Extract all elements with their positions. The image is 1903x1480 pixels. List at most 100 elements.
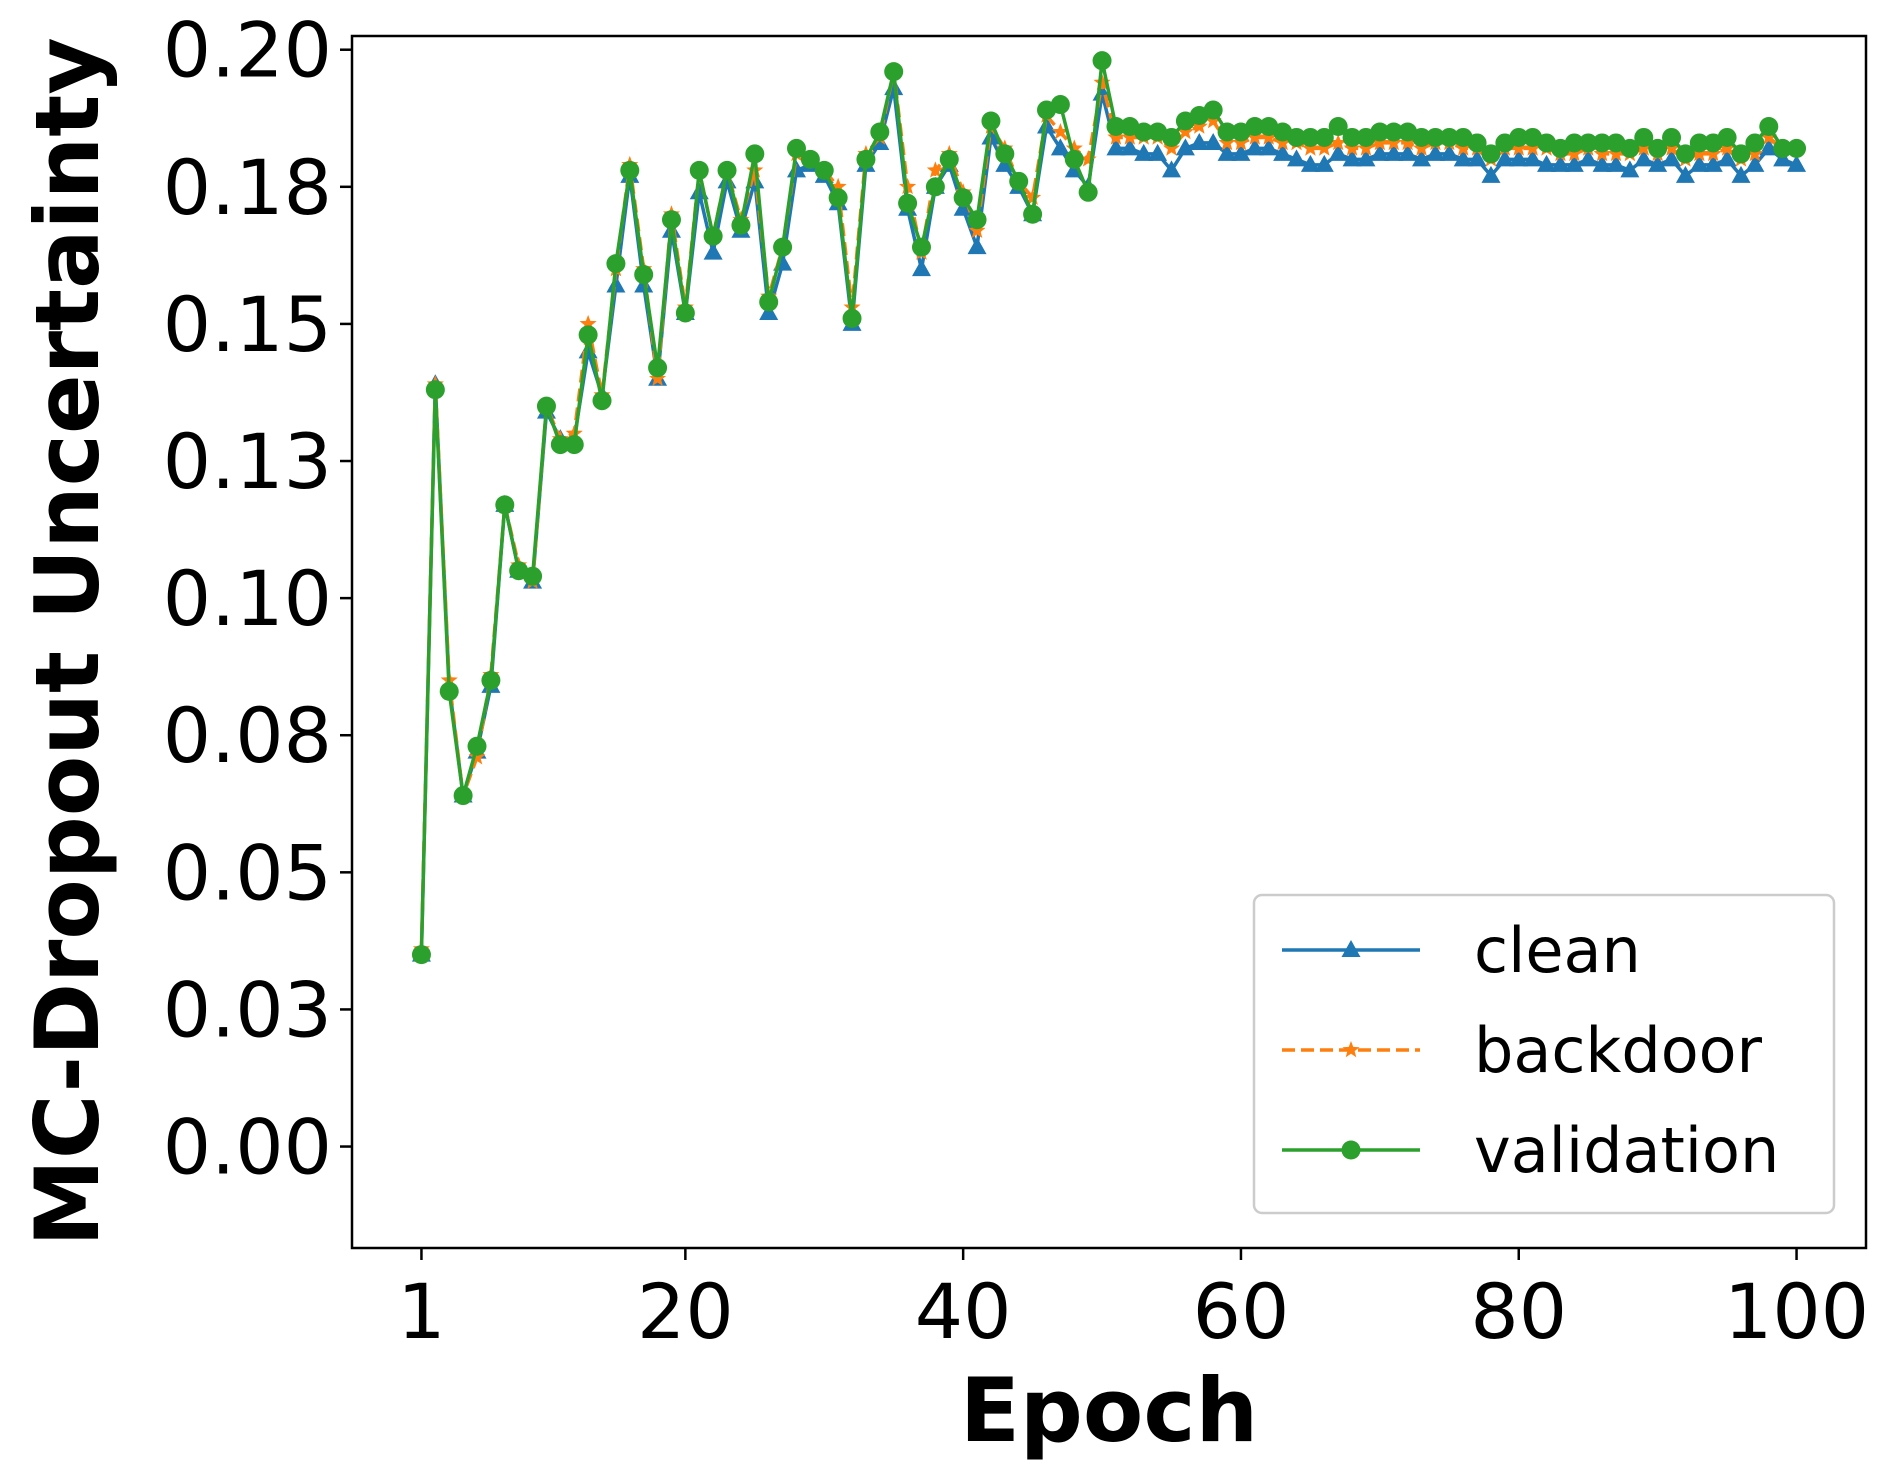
legend-entries: clean backdoor validation [1282,914,1779,1187]
data-point-validation [1620,138,1640,158]
data-point-backdoor [468,748,486,765]
y-axis-title: MC-Dropout Uncertainty [16,37,119,1246]
data-point-backdoor [1524,139,1542,156]
data-point-clean [1217,143,1237,161]
data-point-backdoor [1607,144,1625,162]
data-point-clean [1481,165,1501,183]
data-point-backdoor [1232,133,1250,151]
x-tick-label: 60 [1193,1267,1290,1356]
series-layer [411,51,1807,965]
data-point-clean [967,237,987,255]
data-point-backdoor [1662,139,1681,156]
data-point-clean [1689,154,1709,172]
legend-item-backdoor: backdoor [1282,1014,1763,1087]
data-point-clean [1620,160,1640,178]
data-point-backdoor [1329,133,1347,151]
y-tick-label: 0.20 [163,6,332,95]
data-point-validation [814,160,834,180]
data-point-backdoor [1301,139,1319,156]
y-tick-label: 0.13 [163,417,332,506]
x-axis-title: Epoch [960,1359,1258,1462]
data-point-clean [1564,154,1584,172]
data-point-clean [1203,132,1223,150]
data-point-validation [800,149,820,169]
data-point-clean [1314,154,1334,172]
data-point-validation [1731,144,1751,164]
data-point-backdoor [1260,128,1278,145]
data-point-backdoor [1454,139,1472,156]
data-point-clean [1745,154,1765,172]
data-point-validation [1745,133,1765,153]
data-point-validation [759,292,779,312]
data-point-validation [536,396,556,416]
data-point-validation [481,670,501,690]
series-validation [411,51,1807,965]
data-point-clean [1189,132,1209,150]
data-point-validation [773,237,793,257]
data-point-clean [1342,149,1362,167]
data-point-validation [1467,133,1487,153]
data-point-validation [1787,138,1807,158]
data-point-validation [620,160,640,180]
data-point-validation [564,435,584,455]
x-tick-label: 1 [397,1267,445,1356]
data-point-backdoor [1371,133,1389,151]
data-point-clean [1675,165,1695,183]
legend: clean backdoor validation [1252,893,1836,1215]
data-point-backdoor [1315,139,1333,156]
data-point-validation [1689,133,1709,153]
data-point-backdoor [1051,122,1069,140]
data-point-validation [1481,144,1501,164]
data-point-validation [1023,204,1043,224]
data-point-validation [495,495,515,515]
data-point-clean [1592,154,1612,172]
data-point-validation [1592,133,1612,153]
data-point-backdoor [1704,144,1722,162]
plot-frame [350,34,1868,1250]
data-point-clean [1634,149,1654,167]
data-point-validation [1328,116,1348,136]
y-tick-label: 0.15 [163,280,332,369]
data-point-validation [1509,127,1529,147]
data-point-validation [856,149,876,169]
data-point-validation [1662,127,1682,147]
data-point-backdoor [1162,139,1181,156]
data-point-backdoor [1760,128,1778,145]
data-point-clean [1384,143,1404,161]
data-point-clean [1162,160,1182,178]
data-point-validation [648,358,668,378]
data-point-backdoor [1718,139,1736,156]
data-point-backdoor [1093,73,1111,90]
data-point-clean [1509,149,1529,167]
data-point-validation [925,177,945,197]
data-point-clean [1648,154,1668,172]
x-tick-label: 20 [637,1267,734,1356]
data-point-clean [1523,149,1543,167]
legend-label-validation: validation [1474,1114,1779,1187]
data-point-validation [953,188,973,208]
data-point-clean [606,275,626,293]
data-point-clean [1370,143,1390,161]
data-point-validation [981,111,1001,131]
data-point-validation [939,149,959,169]
data-point-clean [1259,138,1279,156]
data-point-clean [1453,149,1473,167]
data-point-validation [1314,127,1334,147]
data-point-clean [1425,143,1445,161]
data-point-clean [1662,149,1682,167]
legend-item-validation: validation [1282,1114,1779,1187]
data-point-backdoor [1274,133,1292,151]
data-point-validation [1300,127,1320,147]
data-point-validation [967,210,987,230]
x-tick-label: 100 [1724,1267,1869,1356]
data-point-backdoor [1218,133,1236,151]
data-point-backdoor [1357,139,1375,156]
data-point-backdoor [579,314,597,332]
data-point-validation [703,226,723,246]
data-point-backdoor [1399,133,1417,151]
data-point-clean [1703,154,1723,172]
data-point-validation [411,945,431,965]
data-point-clean [703,242,723,260]
data-point-validation [1675,144,1695,164]
